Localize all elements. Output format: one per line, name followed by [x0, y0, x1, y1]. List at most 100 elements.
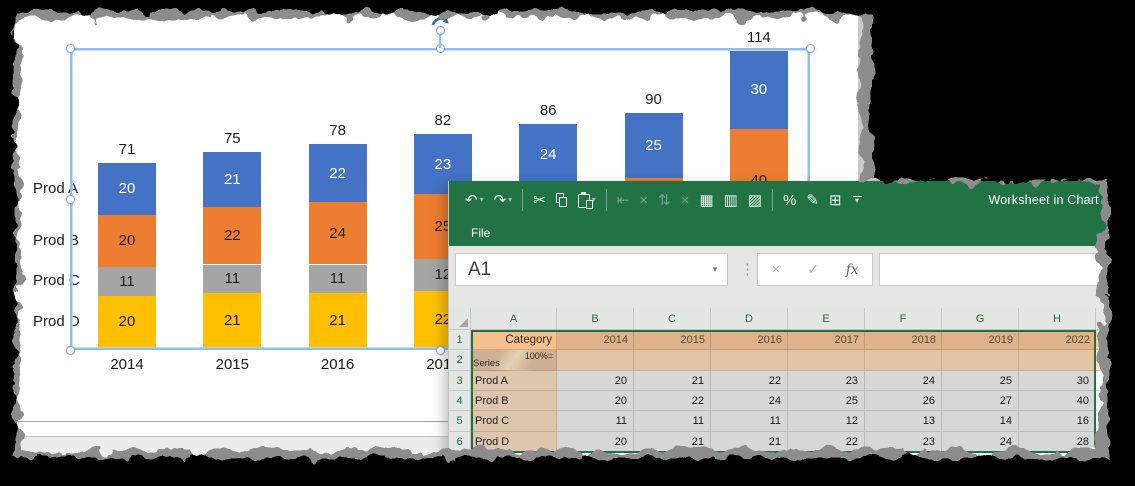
- cell-F4[interactable]: 26: [865, 391, 942, 411]
- cell-G1[interactable]: 2019: [942, 330, 1019, 350]
- cell-H1[interactable]: 2022: [1019, 330, 1096, 350]
- selection-handle-top-right[interactable]: [805, 43, 815, 53]
- cell-C2[interactable]: [634, 350, 711, 371]
- cell-empty-7-3[interactable]: [711, 453, 788, 473]
- enter-icon[interactable]: ✓: [807, 261, 819, 277]
- segment-2022-prod-a[interactable]: 30: [729, 50, 788, 129]
- cell-B4[interactable]: 20: [557, 391, 634, 411]
- cell-H4[interactable]: 40: [1019, 391, 1096, 411]
- name-box-dropdown-icon[interactable]: ▾: [712, 264, 718, 274]
- cell-F6[interactable]: 23: [865, 432, 942, 453]
- cell-empty-7-8[interactable]: [1096, 453, 1135, 473]
- row-header-6[interactable]: 6: [449, 432, 471, 453]
- segment-2016-prod-b[interactable]: 24: [308, 201, 367, 265]
- segment-2019-prod-a[interactable]: 25: [624, 113, 683, 179]
- percent-style-icon[interactable]: %: [783, 193, 796, 208]
- cut-icon[interactable]: ✂: [533, 193, 546, 208]
- segment-2016-prod-d[interactable]: 21: [308, 293, 367, 348]
- cancel-icon[interactable]: ×: [771, 261, 781, 278]
- column-header-F[interactable]: F: [865, 308, 942, 330]
- table-rows-icon[interactable]: ▥: [724, 193, 738, 208]
- cell-B3[interactable]: 20: [557, 371, 634, 391]
- name-box[interactable]: A1 ▾: [455, 253, 728, 286]
- cell-E3[interactable]: 23: [788, 371, 865, 391]
- cell-H5[interactable]: 16: [1019, 411, 1096, 432]
- segment-2014-prod-b[interactable]: 20: [98, 214, 156, 268]
- rotate-handle[interactable]: [435, 26, 445, 35]
- delete-row-icon[interactable]: ×: [639, 193, 648, 208]
- delete-column-icon[interactable]: ×: [681, 193, 690, 208]
- segment-2014-prod-d[interactable]: 20: [98, 295, 156, 348]
- cell-D2[interactable]: [711, 350, 788, 371]
- cell-empty-7-5[interactable]: [865, 453, 942, 473]
- cell-G6[interactable]: 24: [942, 432, 1019, 453]
- cell-C1[interactable]: 2015: [634, 330, 711, 350]
- cell-H6[interactable]: 28: [1019, 432, 1096, 453]
- cell-A7[interactable]: [471, 453, 557, 473]
- cell-empty-7-2[interactable]: [634, 453, 711, 473]
- select-all-corner[interactable]: [449, 308, 471, 330]
- menu-file[interactable]: File: [471, 225, 491, 240]
- cell-empty-7-6[interactable]: [942, 453, 1019, 473]
- cell-D3[interactable]: 22: [711, 371, 788, 391]
- segment-2015-prod-b[interactable]: 22: [203, 207, 262, 265]
- cell-F1[interactable]: 2018: [865, 330, 942, 350]
- selection-handle-top-left[interactable]: [65, 43, 75, 53]
- copy-icon[interactable]: [555, 193, 568, 207]
- cell-I2[interactable]: [1096, 350, 1135, 371]
- cell-A2[interactable]: 100%= Series: [471, 350, 557, 371]
- row-header-4[interactable]: 4: [449, 391, 471, 411]
- row-header-5[interactable]: 5: [449, 411, 471, 432]
- cell-C3[interactable]: 21: [634, 371, 711, 391]
- insert-column-left-icon[interactable]: ⇤: [617, 193, 630, 208]
- cell-E1[interactable]: 2017: [788, 330, 865, 350]
- cell-empty-7-4[interactable]: [788, 453, 865, 473]
- cell-F2[interactable]: [865, 350, 942, 371]
- column-header-B[interactable]: B: [557, 308, 634, 330]
- cell-A6[interactable]: Prod D: [471, 432, 557, 453]
- undo-icon[interactable]: ↶ ▾: [465, 193, 484, 208]
- segment-2014-prod-c[interactable]: 11: [98, 267, 156, 296]
- dropdown-caret-icon[interactable]: ▾: [479, 195, 484, 204]
- insert-function-icon[interactable]: fx: [845, 261, 859, 278]
- cell-H2[interactable]: [1019, 350, 1096, 371]
- cell-G4[interactable]: 27: [942, 391, 1019, 411]
- cell-C5[interactable]: 11: [634, 411, 711, 432]
- selection-handle-bottom-left[interactable]: [65, 345, 75, 355]
- cell-A3[interactable]: Prod A: [471, 371, 557, 391]
- cell-C4[interactable]: 22: [634, 391, 711, 411]
- column-header-D[interactable]: D: [711, 308, 788, 330]
- column-header-E[interactable]: E: [788, 308, 865, 330]
- row-header-1[interactable]: 1: [449, 330, 471, 350]
- table-resize-icon[interactable]: ▦: [699, 193, 713, 208]
- segment-2016-prod-a[interactable]: 22: [308, 144, 367, 202]
- cell-E5[interactable]: 12: [788, 411, 865, 432]
- cell-H3[interactable]: 30: [1019, 371, 1096, 391]
- cell-empty-7-7[interactable]: [1019, 453, 1096, 473]
- cell-I6[interactable]: [1096, 432, 1135, 453]
- cell-D1[interactable]: 2016: [711, 330, 788, 350]
- cell-empty-7-1[interactable]: [557, 453, 634, 473]
- cell-D6[interactable]: 21: [711, 432, 788, 453]
- row-header-2[interactable]: 2: [449, 350, 471, 371]
- segment-2015-prod-a[interactable]: 21: [203, 152, 262, 208]
- cell-B5[interactable]: 11: [557, 411, 634, 432]
- cell-E6[interactable]: 22: [788, 432, 865, 453]
- cell-I4[interactable]: [1096, 391, 1135, 411]
- cell-G3[interactable]: 25: [942, 371, 1019, 391]
- formula-input[interactable]: [879, 253, 1135, 286]
- cell-I3[interactable]: [1096, 371, 1135, 391]
- row-header-7[interactable]: 7: [449, 453, 471, 473]
- customize-toolbar-icon[interactable]: ▾: [852, 196, 863, 205]
- cell-F5[interactable]: 13: [865, 411, 942, 432]
- datasheet-options-icon[interactable]: ⊞: [829, 193, 842, 208]
- column-header-partial[interactable]: [1096, 308, 1135, 330]
- segment-2015-prod-d[interactable]: 21: [203, 293, 262, 348]
- cell-B2[interactable]: [557, 350, 634, 371]
- clear-formatting-icon[interactable]: ✎: [806, 193, 819, 208]
- paste-icon[interactable]: ▾: [577, 192, 596, 209]
- segment-2015-prod-c[interactable]: 11: [203, 264, 262, 294]
- dropdown-caret-icon[interactable]: ▾: [508, 195, 513, 204]
- cell-A4[interactable]: Prod B: [471, 391, 557, 411]
- redo-icon[interactable]: ↷ ▾: [494, 193, 513, 208]
